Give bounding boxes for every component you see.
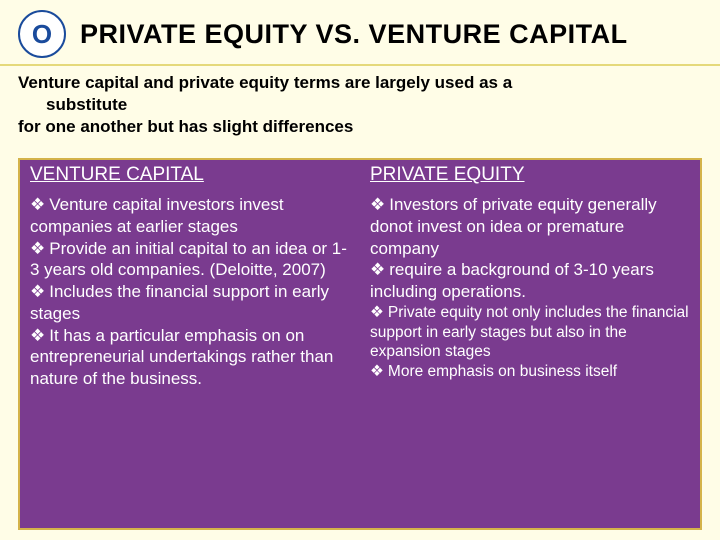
diamond-bullet-icon: ❖ (30, 194, 45, 216)
left-heading: VENTURE CAPITAL (30, 164, 350, 186)
list-item-text: Investors of private equity generally do… (370, 195, 657, 258)
comparison-panel: VENTURE CAPITAL ❖Venture capital investo… (18, 158, 702, 530)
diamond-bullet-icon: ❖ (30, 281, 45, 303)
list-item-text: Includes the financial support in early … (30, 282, 329, 323)
list-item-text: More emphasis on business itself (388, 363, 617, 380)
university-logo: O (18, 10, 66, 58)
list-item-text: Venture capital investors invest compani… (30, 195, 284, 236)
page-title: PRIVATE EQUITY VS. VENTURE CAPITAL (80, 19, 628, 50)
right-list: ❖Investors of private equity generally d… (370, 194, 690, 382)
intro-text: Venture capital and private equity terms… (0, 66, 720, 138)
header: O PRIVATE EQUITY VS. VENTURE CAPITAL (0, 0, 720, 66)
diamond-bullet-icon: ❖ (370, 362, 384, 382)
diamond-bullet-icon: ❖ (370, 303, 384, 323)
list-item: ❖Provide an initial capital to an idea o… (30, 238, 350, 282)
logo-letter: O (32, 19, 52, 50)
left-panel: VENTURE CAPITAL ❖Venture capital investo… (20, 160, 360, 528)
list-item: ❖Private equity not only includes the fi… (370, 303, 690, 362)
intro-line-3: for one another but has slight differenc… (18, 116, 702, 138)
diamond-bullet-icon: ❖ (370, 259, 385, 281)
diamond-bullet-icon: ❖ (370, 194, 385, 216)
list-item: ❖Investors of private equity generally d… (370, 194, 690, 259)
list-item-text: It has a particular emphasis on on entre… (30, 326, 333, 389)
list-item: ❖It has a particular emphasis on on entr… (30, 325, 350, 390)
list-item-text: require a background of 3-10 years inclu… (370, 260, 654, 301)
list-item: ❖Venture capital investors invest compan… (30, 194, 350, 238)
list-item-text: Provide an initial capital to an idea or… (30, 239, 347, 280)
left-list: ❖Venture capital investors invest compan… (30, 194, 350, 390)
list-item: ❖Includes the financial support in early… (30, 281, 350, 325)
right-heading: PRIVATE EQUITY (370, 164, 690, 186)
list-item: ❖require a background of 3-10 years incl… (370, 259, 690, 303)
list-item-text: Private equity not only includes the fin… (370, 304, 689, 361)
right-panel: PRIVATE EQUITY ❖Investors of private equ… (360, 160, 700, 528)
intro-line-2: substitute (18, 94, 702, 116)
diamond-bullet-icon: ❖ (30, 238, 45, 260)
intro-line-1: Venture capital and private equity terms… (18, 72, 702, 94)
diamond-bullet-icon: ❖ (30, 325, 45, 347)
list-item: ❖More emphasis on business itself (370, 362, 690, 382)
